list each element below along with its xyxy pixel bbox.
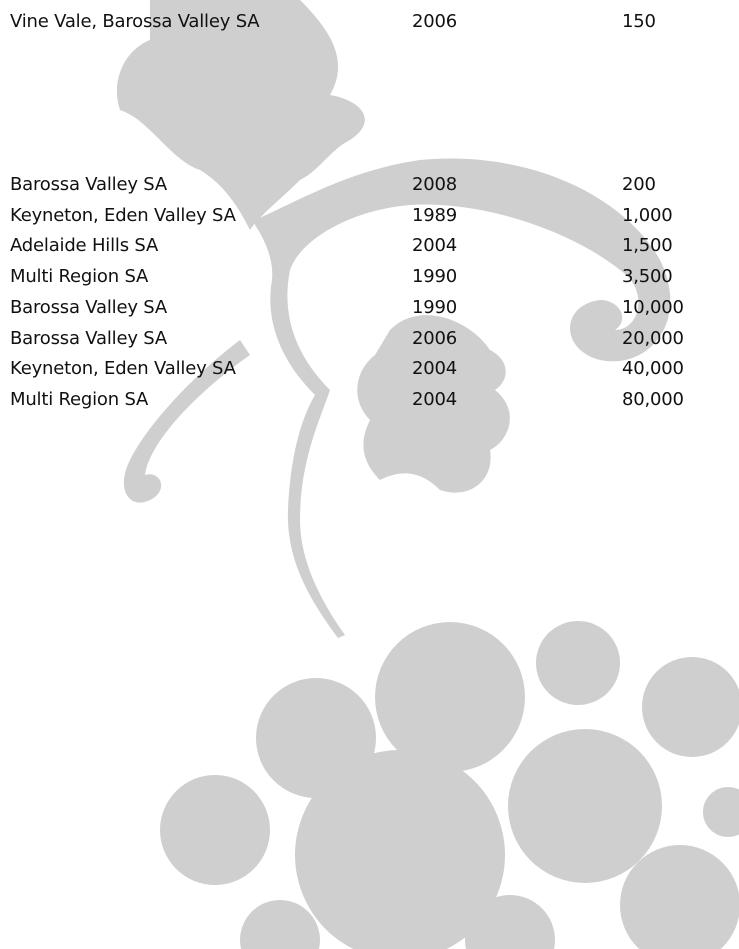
location-cell: Multi Region SA: [10, 389, 148, 411]
year-cell: 2004: [412, 358, 457, 380]
year-cell: 1990: [412, 266, 457, 288]
location-cell: Barossa Valley SA: [10, 174, 167, 196]
year-cell: 2006: [412, 328, 457, 350]
location-cell: Keyneton, Eden Valley SA: [10, 205, 236, 227]
location-cell: Barossa Valley SA: [10, 297, 167, 319]
quantity-cell: 40,000: [622, 358, 684, 380]
document: Vine Vale, Barossa Valley SA 2006 150 Baros…: [0, 0, 739, 949]
quantity-cell: 10,000: [622, 297, 684, 319]
quantity-cell: 20,000: [622, 328, 684, 350]
location-cell: Multi Region SA: [10, 266, 148, 288]
year-cell: 1990: [412, 297, 457, 319]
quantity-cell: 3,500: [622, 266, 673, 288]
location-cell: Vine Vale, Barossa Valley SA: [10, 11, 259, 33]
year-cell: 2004: [412, 235, 457, 257]
year-cell: 2006: [412, 11, 457, 33]
quantity-cell: 1,500: [622, 235, 673, 257]
location-cell: Adelaide Hills SA: [10, 235, 158, 257]
quantity-cell: 200: [622, 174, 656, 196]
year-cell: 2008: [412, 174, 457, 196]
quantity-cell: 80,000: [622, 389, 684, 411]
year-cell: 2004: [412, 389, 457, 411]
year-cell: 1989: [412, 205, 457, 227]
page: Vine Vale, Barossa Valley SA 2006 150 Baros…: [0, 0, 739, 949]
quantity-cell: 150: [622, 11, 656, 33]
location-cell: Keyneton, Eden Valley SA: [10, 358, 236, 380]
quantity-cell: 1,000: [622, 205, 673, 227]
location-cell: Barossa Valley SA: [10, 328, 167, 350]
